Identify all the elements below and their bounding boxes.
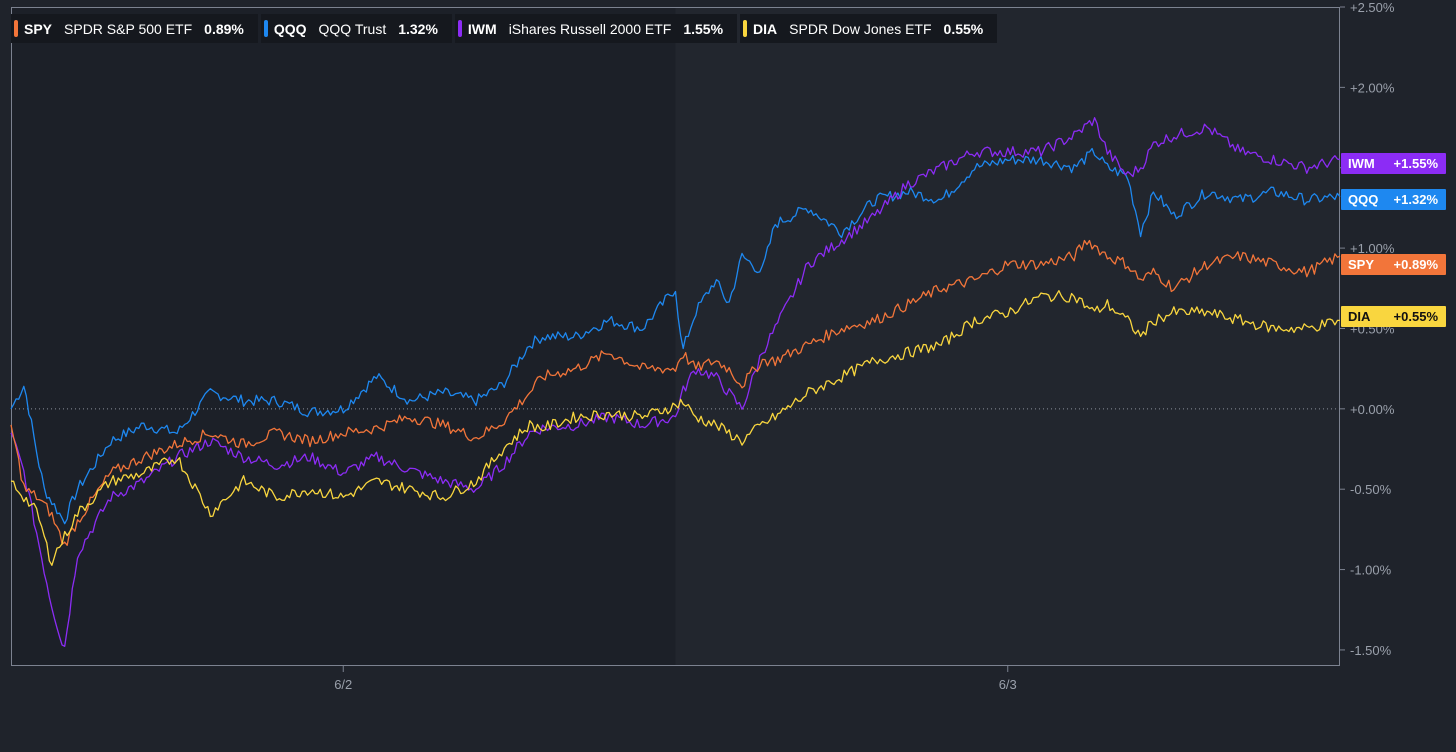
y-tick-label: -1.50% xyxy=(1350,643,1392,658)
y-tick-label: +2.50% xyxy=(1350,0,1395,15)
legend-swatch-iwm xyxy=(457,20,462,37)
chart-legend: SPY SPDR S&P 500 ETF 0.89% QQQ QQQ Trust… xyxy=(11,14,998,43)
y-tick-label: -1.00% xyxy=(1350,563,1392,578)
legend-name: SPDR S&P 500 ETF xyxy=(64,20,193,37)
legend-change: 0.89% xyxy=(204,20,244,37)
legend-name: QQQ Trust xyxy=(318,20,387,37)
series-line-qqq xyxy=(10,147,1341,525)
y-tick-label: +2.00% xyxy=(1350,80,1395,95)
legend-item-qqq[interactable]: QQQ QQQ Trust 1.32% xyxy=(260,14,452,43)
y-tick-label: +1.00% xyxy=(1350,241,1395,256)
last-value-badge-dia: DIA +0.55% xyxy=(1341,306,1446,327)
session-shading-day1 xyxy=(11,7,676,666)
series-line-spy xyxy=(10,239,1341,546)
x-tick-label: 6/2 xyxy=(334,677,352,692)
badge-value: +0.55% xyxy=(1393,309,1438,324)
badge-ticker: IWM xyxy=(1348,156,1375,171)
badge-value: +1.55% xyxy=(1393,156,1438,171)
legend-item-dia[interactable]: DIA SPDR Dow Jones ETF 0.55% xyxy=(740,14,998,43)
legend-ticker: DIA xyxy=(753,20,778,37)
legend-swatch-dia xyxy=(743,20,748,37)
legend-swatch-qqq xyxy=(263,20,268,37)
legend-name: SPDR Dow Jones ETF xyxy=(789,20,932,37)
series-line-iwm xyxy=(10,117,1341,647)
legend-item-spy[interactable]: SPY SPDR S&P 500 ETF 0.89% xyxy=(11,14,258,43)
badge-ticker: QQQ xyxy=(1348,192,1379,207)
legend-change: 1.32% xyxy=(398,20,438,37)
series-line-dia xyxy=(10,290,1340,566)
last-value-badge-qqq: QQQ +1.32% xyxy=(1341,189,1446,210)
legend-item-iwm[interactable]: IWM iShares Russell 2000 ETF 1.55% xyxy=(454,14,738,43)
badge-value: +0.89% xyxy=(1393,257,1438,272)
legend-change: 0.55% xyxy=(943,20,984,37)
legend-change: 1.55% xyxy=(683,20,724,37)
legend-swatch-spy xyxy=(14,20,18,37)
badge-ticker: SPY xyxy=(1348,257,1375,272)
legend-ticker: SPY xyxy=(24,20,53,37)
legend-ticker: QQQ xyxy=(273,20,307,37)
y-tick-label: -0.50% xyxy=(1350,482,1392,497)
last-value-badge-iwm: IWM +1.55% xyxy=(1341,153,1446,174)
legend-name: iShares Russell 2000 ETF xyxy=(508,20,672,37)
plot-border xyxy=(11,7,1340,666)
legend-ticker: IWM xyxy=(467,20,497,37)
x-tick-label: 6/3 xyxy=(999,677,1017,692)
badge-ticker: DIA xyxy=(1348,309,1371,324)
last-value-badge-spy: SPY +0.89% xyxy=(1341,254,1446,275)
badge-value: +1.32% xyxy=(1393,192,1438,207)
y-tick-label: +0.00% xyxy=(1350,402,1395,417)
